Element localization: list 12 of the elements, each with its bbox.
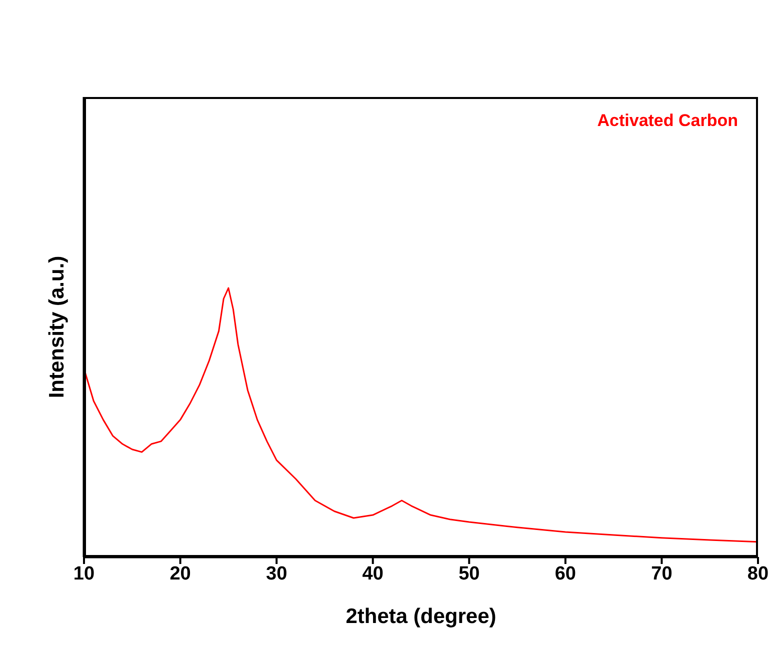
x-tick-label: 60 (554, 563, 576, 584)
x-tick-label: 10 (73, 563, 95, 584)
text: Activated Carbon (597, 111, 738, 131)
x-axis-title: 2theta (degree) (346, 605, 496, 628)
x-tick-label: 70 (651, 563, 672, 584)
x-tick-label: 40 (362, 563, 384, 584)
x-tick-label: 20 (170, 563, 191, 584)
plot-frame: Activated Carbon (84, 97, 758, 557)
x-tick-label: 30 (266, 563, 288, 584)
y-axis-title: Intensity (a.u.) (45, 256, 68, 398)
x-tick-label: 50 (458, 563, 480, 584)
x-tick-label: 80 (747, 563, 769, 584)
